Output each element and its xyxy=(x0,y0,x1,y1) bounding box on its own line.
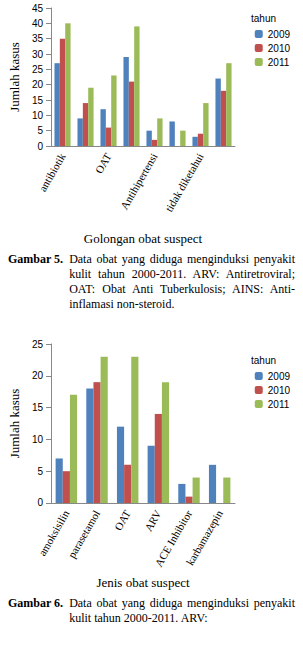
svg-text:Golongan obat suspect: Golongan obat suspect xyxy=(84,231,203,246)
svg-text:25: 25 xyxy=(32,64,44,75)
svg-text:Jumlah kasus: Jumlah kasus xyxy=(7,389,22,459)
svg-text:20: 20 xyxy=(32,79,44,90)
svg-text:tahun: tahun xyxy=(251,355,276,366)
svg-text:tidak diketahui: tidak diketahui xyxy=(163,151,206,214)
svg-text:2009: 2009 xyxy=(268,29,291,40)
html-text:Gambar 5.: Gambar 5. xyxy=(8,252,64,266)
svg-text:Jenis obat suspect: Jenis obat suspect xyxy=(96,575,190,590)
svg-text:25: 25 xyxy=(32,339,44,350)
svg-text:2011: 2011 xyxy=(268,399,290,410)
svg-text:amoksisilin: amoksisilin xyxy=(35,508,72,558)
svg-text:40: 40 xyxy=(32,18,44,29)
svg-text:15: 15 xyxy=(32,402,44,413)
svg-text:Antihipertensi: Antihipertensi xyxy=(118,151,160,211)
svg-text:5: 5 xyxy=(37,466,43,477)
svg-text:tahun: tahun xyxy=(251,13,276,24)
svg-text:35: 35 xyxy=(32,33,44,44)
svg-text:2010: 2010 xyxy=(268,385,291,396)
svg-text:Jumlah kasus: Jumlah kasus xyxy=(7,42,22,112)
svg-text:2009: 2009 xyxy=(268,371,291,382)
svg-text:karbamazepin: karbamazepin xyxy=(184,508,225,568)
svg-text:antibiotik: antibiotik xyxy=(36,151,68,194)
svg-text:5: 5 xyxy=(37,125,43,136)
svg-text:parasetamol: parasetamol xyxy=(65,508,102,560)
svg-text:2010: 2010 xyxy=(268,43,291,54)
svg-text:2011: 2011 xyxy=(268,57,290,68)
svg-text:45: 45 xyxy=(32,3,44,14)
html-text:Data obat yang diduga mengindu: Data obat yang diduga menginduksi penyak… xyxy=(69,252,295,311)
html-text:Data obat yang diduga mengindu: Data obat yang diduga menginduksi penyak… xyxy=(69,596,295,625)
html-text:Gambar 6.: Gambar 6. xyxy=(8,596,64,610)
svg-text:30: 30 xyxy=(32,49,44,60)
svg-text:ACE Inhibitor: ACE Inhibitor xyxy=(152,508,195,569)
svg-text:20: 20 xyxy=(32,370,44,381)
svg-text:0: 0 xyxy=(37,141,43,152)
svg-text:ARV: ARV xyxy=(142,508,164,533)
svg-text:OAT: OAT xyxy=(93,151,114,176)
svg-text:10: 10 xyxy=(32,434,44,445)
svg-text:0: 0 xyxy=(37,497,43,508)
svg-text:15: 15 xyxy=(32,95,44,106)
svg-text:10: 10 xyxy=(32,110,44,121)
svg-text:OAT: OAT xyxy=(112,508,133,533)
